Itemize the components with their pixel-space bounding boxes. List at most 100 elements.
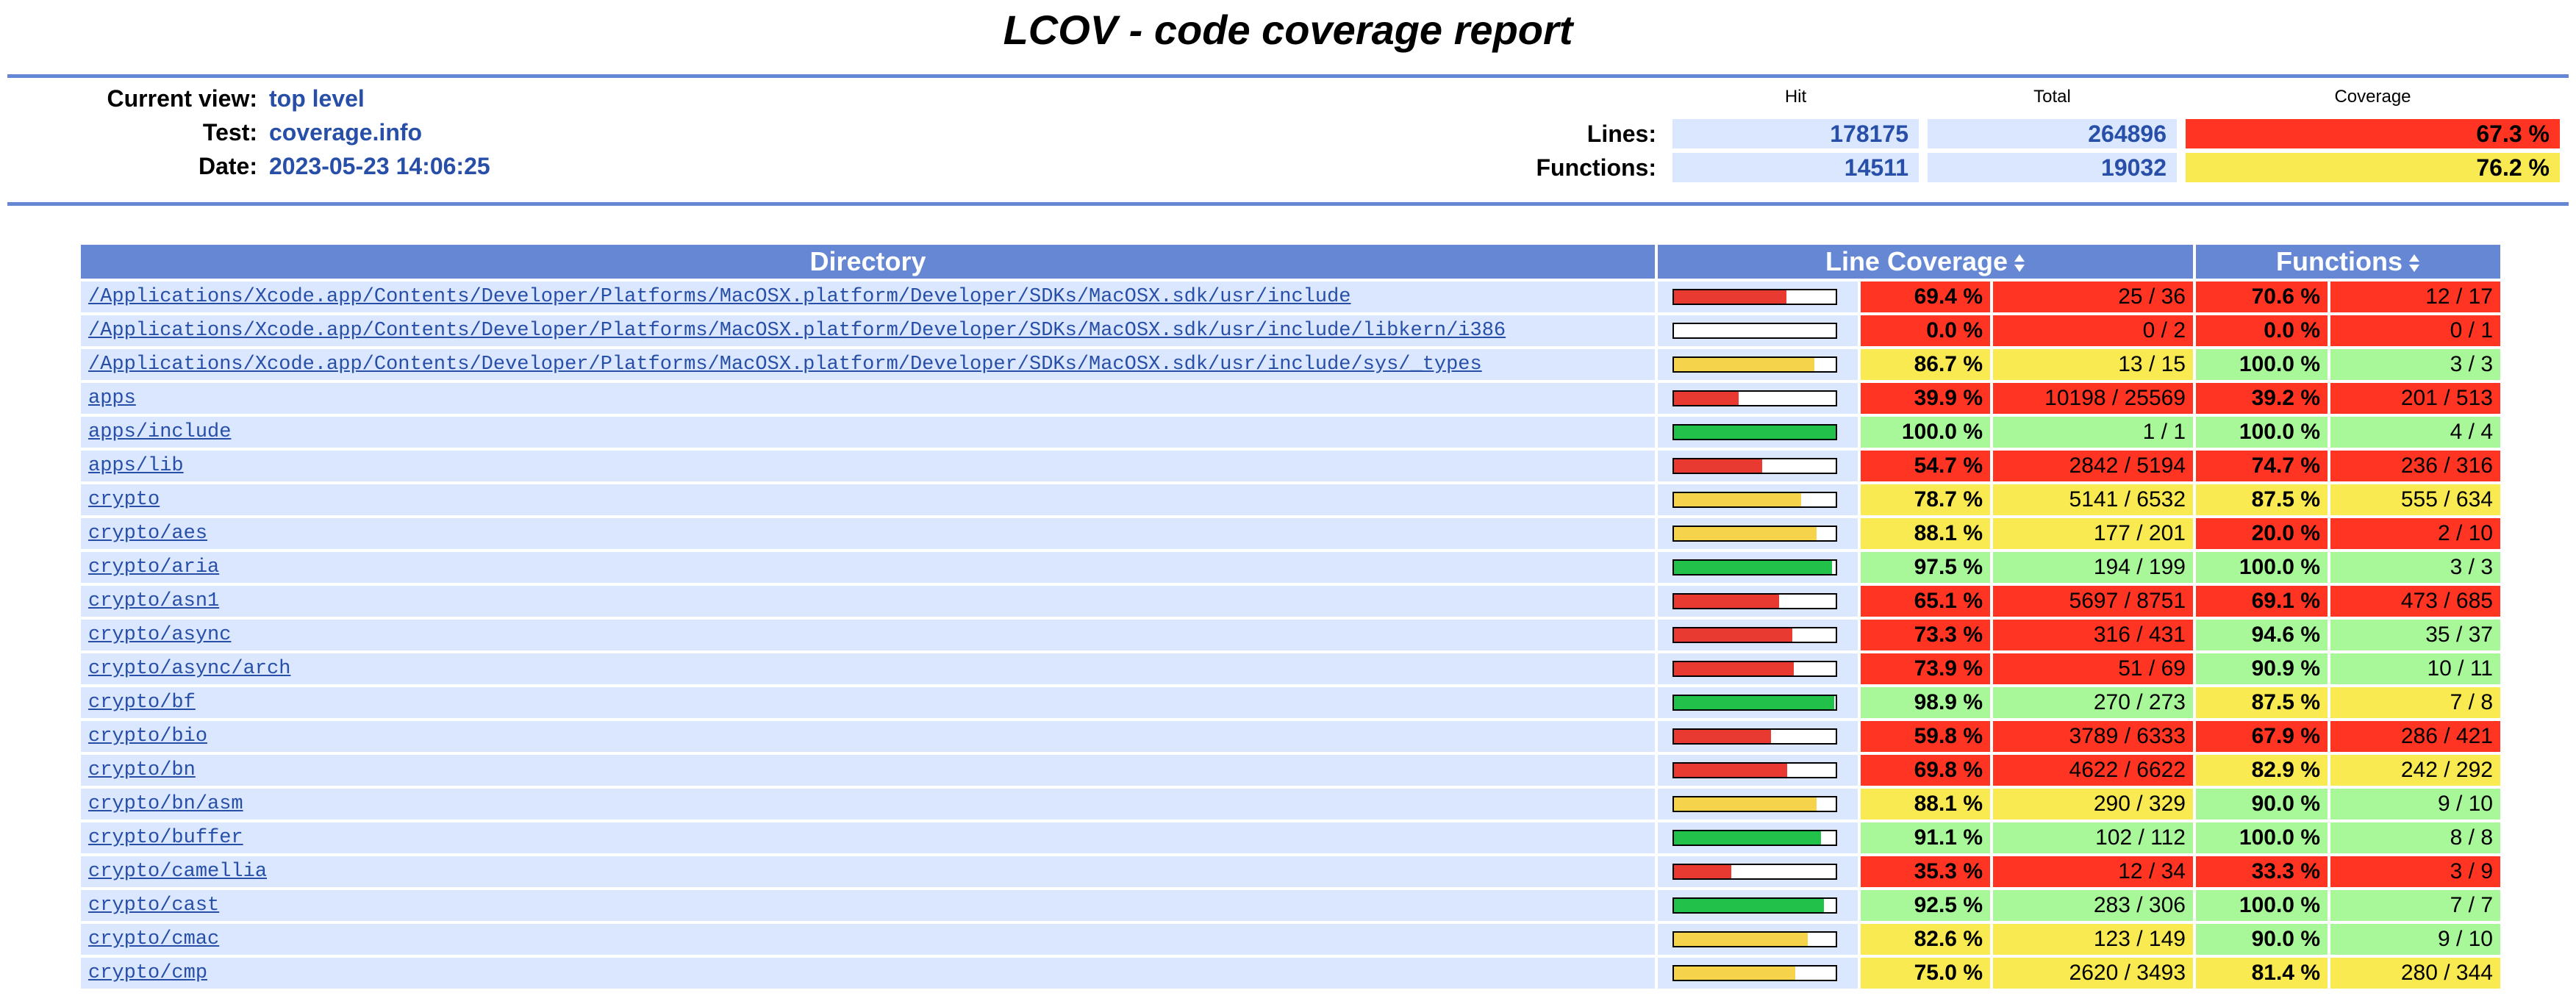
bar-cell — [1658, 282, 1858, 312]
header-row: Directory Line Coverage Functions — [81, 245, 2500, 279]
directory-cell: crypto/bf — [81, 687, 1655, 718]
line-coverage-percent: 39.9 % — [1861, 383, 1990, 414]
coverage-bar-fill — [1674, 764, 1787, 777]
directory-link[interactable]: crypto/async — [88, 624, 232, 646]
directory-link[interactable]: crypto — [88, 489, 160, 511]
directory-link[interactable]: crypto/cast — [88, 894, 220, 917]
directory-link[interactable]: crypto/bf — [88, 692, 196, 714]
coverage-bar — [1672, 289, 1837, 305]
bar-cell — [1658, 890, 1858, 921]
function-count: 242 / 292 — [2330, 755, 2500, 786]
directory-link[interactable]: apps/include — [88, 421, 232, 443]
directory-cell: crypto/aria — [81, 552, 1655, 583]
line-coverage-percent: 69.8 % — [1861, 755, 1990, 786]
directory-link[interactable]: crypto/aria — [88, 556, 220, 578]
column-header[interactable]: Directory — [81, 245, 1655, 279]
column-header[interactable]: Functions — [2196, 245, 2500, 279]
coverage-bar — [1672, 323, 1837, 339]
line-count: 2842 / 5194 — [1993, 451, 2193, 481]
line-coverage-percent: 98.9 % — [1861, 687, 1990, 718]
summary-column: Coverage — [2334, 87, 2411, 107]
info-label: Test: — [202, 119, 257, 146]
summary-total: 264896 — [1928, 119, 2177, 148]
directory-table: Directory Line Coverage Functions /Appli… — [78, 242, 2503, 992]
line-count: 102 / 112 — [1993, 822, 2193, 853]
line-count: 51 / 69 — [1993, 653, 2193, 684]
line-coverage-percent: 82.6 % — [1861, 924, 1990, 955]
directory-link[interactable]: /Applications/Xcode.app/Contents/Develop… — [88, 286, 1351, 308]
function-count: 3 / 3 — [2330, 349, 2500, 380]
line-count: 13 / 15 — [1993, 349, 2193, 380]
directory-link[interactable]: crypto/bn/asm — [88, 793, 243, 815]
directory-link[interactable]: crypto/async/arch — [88, 658, 291, 680]
directory-link[interactable]: crypto/cmp — [88, 962, 208, 984]
coverage-bar-fill — [1674, 967, 1795, 980]
function-coverage-percent: 20.0 % — [2196, 518, 2328, 549]
line-count: 5141 / 6532 — [1993, 484, 2193, 515]
bar-cell — [1658, 789, 1858, 820]
function-count: 3 / 9 — [2330, 856, 2500, 887]
function-coverage-percent: 100.0 % — [2196, 822, 2328, 853]
table-row: crypto/cmac 82.6 % 123 / 149 90.0 % 9 / 10 — [81, 924, 2500, 955]
line-count: 5697 / 8751 — [1993, 586, 2193, 617]
bar-cell — [1658, 383, 1858, 414]
coverage-bar-fill — [1674, 426, 1836, 439]
coverage-bar-fill — [1674, 493, 1802, 506]
info-value: 2023-05-23 14:06:25 — [269, 153, 490, 179]
sort-icon — [2408, 254, 2419, 273]
bar-cell — [1658, 552, 1858, 583]
directory-link[interactable]: apps/lib — [88, 455, 184, 477]
table-row: crypto/bf 98.9 % 270 / 273 87.5 % 7 / 8 — [81, 687, 2500, 718]
coverage-bar — [1672, 458, 1837, 474]
directory-cell: crypto/camellia — [81, 856, 1655, 887]
coverage-bar — [1672, 492, 1837, 508]
table-row: crypto/bio 59.8 % 3789 / 6333 67.9 % 286 / 4… — [81, 721, 2500, 752]
function-coverage-percent: 70.6 % — [2196, 282, 2328, 312]
line-count: 283 / 306 — [1993, 890, 2193, 921]
table-row: /Applications/Xcode.app/Contents/Develop… — [81, 282, 2500, 312]
line-count: 290 / 329 — [1993, 789, 2193, 820]
line-coverage-percent: 100.0 % — [1861, 417, 1990, 448]
summary-column: Hit — [1784, 87, 1807, 107]
function-count: 9 / 10 — [2330, 924, 2500, 955]
function-count: 0 / 1 — [2330, 315, 2500, 346]
function-count: 10 / 11 — [2330, 653, 2500, 684]
coverage-bar — [1672, 796, 1837, 812]
function-coverage-percent: 74.7 % — [2196, 451, 2328, 481]
function-coverage-percent: 90.9 % — [2196, 653, 2328, 684]
directory-link[interactable]: crypto/bio — [88, 725, 208, 747]
bar-cell — [1658, 451, 1858, 481]
directory-link[interactable]: crypto/bn — [88, 759, 196, 781]
coverage-bar-fill — [1674, 696, 1834, 709]
line-coverage-percent: 54.7 % — [1861, 451, 1990, 481]
function-count: 35 / 37 — [2330, 620, 2500, 650]
directory-link[interactable]: crypto/camellia — [88, 861, 268, 883]
directory-link[interactable]: apps — [88, 387, 136, 409]
directory-link[interactable]: crypto/asn1 — [88, 590, 220, 612]
summary-coverage: 67.3 % — [2186, 119, 2560, 148]
directory-link[interactable]: /Applications/Xcode.app/Contents/Develop… — [88, 320, 1506, 342]
table-row: crypto/bn 69.8 % 4622 / 6622 82.9 % 242 / 29… — [81, 755, 2500, 786]
function-count: 280 / 344 — [2330, 958, 2500, 989]
coverage-bar-fill — [1674, 797, 1817, 811]
directory-link[interactable]: crypto/buffer — [88, 827, 243, 849]
coverage-bar-fill — [1674, 831, 1822, 845]
directory-link[interactable]: crypto/aes — [88, 523, 208, 545]
directory-link[interactable]: /Applications/Xcode.app/Contents/Develop… — [88, 354, 1482, 376]
table-row: /Applications/Xcode.app/Contents/Develop… — [81, 349, 2500, 380]
line-count: 0 / 2 — [1993, 315, 2193, 346]
column-header[interactable]: Line Coverage — [1658, 245, 2193, 279]
function-coverage-percent: 81.4 % — [2196, 958, 2328, 989]
line-count: 177 / 201 — [1993, 518, 2193, 549]
coverage-bar — [1672, 526, 1837, 542]
summary-coverage: 76.2 % — [2186, 153, 2560, 182]
bar-cell — [1658, 315, 1858, 346]
bar-cell — [1658, 653, 1858, 684]
directory-link[interactable]: crypto/cmac — [88, 928, 220, 950]
sort-icon — [2014, 254, 2025, 273]
line-coverage-percent: 35.3 % — [1861, 856, 1990, 887]
info-label: Current view: — [107, 85, 257, 112]
coverage-bar — [1672, 390, 1837, 406]
function-coverage-percent: 39.2 % — [2196, 383, 2328, 414]
line-count: 316 / 431 — [1993, 620, 2193, 650]
